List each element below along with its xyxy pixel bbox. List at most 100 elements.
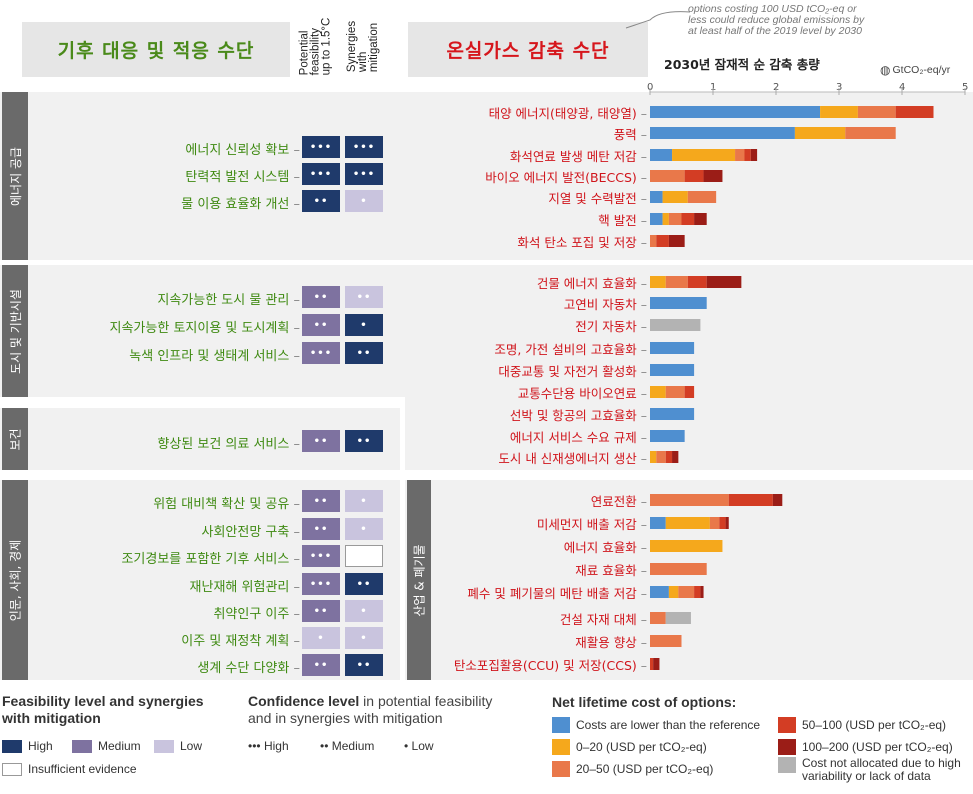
mitigation-option-label: 화석연료 발생 메탄 저감 – xyxy=(509,149,647,164)
mitigation-option-label: 대중교통 및 자전거 활성화 – xyxy=(498,364,647,379)
mitigation-option-label: 폐수 및 폐기물의 메탄 배출 저감 – xyxy=(467,586,647,601)
mitigation-option-label: 조명, 가전 설비의 고효율화 – xyxy=(494,342,647,357)
legend-cost-na: Cost not allocated due to high variabilit… xyxy=(778,757,961,783)
legend-confidence-title: Confidence level in potential feasibilit… xyxy=(248,693,493,726)
bar-segment-100-200 xyxy=(750,149,758,161)
bar-segment-20-50 xyxy=(656,451,666,463)
mitigation-option-label: 전기 자동차 – xyxy=(575,319,647,334)
bar-segment-100-200 xyxy=(772,494,783,506)
mitigation-option-label: 도시 내 신재생에너지 생산 – xyxy=(498,451,647,466)
mitigation-option-label: 연료전환 – xyxy=(590,494,647,509)
section-label-energy: 에너지 공급 xyxy=(2,92,28,260)
adaptation-option-label: 향상된 보건 의료 서비스 – xyxy=(157,437,300,452)
bar-segment-100-200 xyxy=(672,451,679,463)
adaptation-option-label: 생계 수단 다양화 – xyxy=(197,661,300,676)
mitigation-option-label: 미세먼지 배출 저감 – xyxy=(536,517,647,532)
legend-cost-100-200: 100–200 (USD per tCO₂-eq) xyxy=(778,739,953,755)
bar-segment-50-100 xyxy=(684,170,704,182)
mitigation-option-label: 재료 효율화 – xyxy=(575,563,647,578)
feasibility-cell: • xyxy=(302,627,340,649)
bar-segment-20-50 xyxy=(735,149,745,161)
legend-cost-title: Net lifetime cost of options: xyxy=(552,694,737,710)
feasibility-cell: •• xyxy=(302,654,340,676)
adaptation-option-label: 물 이용 효율화 개선 – xyxy=(181,197,300,212)
mitigation-option-label: 고연비 자동차 – xyxy=(563,297,647,312)
section-label-socioeconomic: 인문, 사회, 경제 xyxy=(2,480,28,680)
legend-confidence-medium: •• Medium xyxy=(320,739,375,753)
legend-cost-50-100: 50–100 (USD per tCO₂-eq) xyxy=(778,717,946,733)
mitigation-option-label: 건설 자재 대체 – xyxy=(559,612,647,627)
mitigation-option-label: 지열 및 수력발전 – xyxy=(548,191,647,206)
bar-segment-50-100 xyxy=(895,106,934,118)
bar-segment-50-100 xyxy=(650,658,654,670)
chart-title: 2030년 잠재적 순 감축 총량 xyxy=(664,57,820,72)
legend-confidence-high: ••• High xyxy=(248,739,289,753)
synergy-cell: • xyxy=(345,190,383,212)
bar-segment-50-100 xyxy=(694,586,701,598)
adaptation-option-label: 지속가능한 토지이용 및 도시계획 – xyxy=(109,321,300,336)
bar-segment-lower xyxy=(650,127,795,139)
mitigation-option-label: 핵 발전 – xyxy=(598,213,647,228)
synergy-cell: • xyxy=(345,490,383,512)
legend-feasibility-title: Feasibility level and synergies with miti… xyxy=(2,693,204,726)
adaptation-option-label: 이주 및 재정착 계획 – xyxy=(181,634,300,649)
bar-segment-50-100 xyxy=(728,494,773,506)
legend-medium: Medium xyxy=(72,739,141,753)
feasibility-cell: ••• xyxy=(302,163,340,185)
section-label-industry: 산업 & 폐기물 xyxy=(407,480,431,680)
bar-segment-0-20 xyxy=(820,106,858,118)
bar-segment-20-50 xyxy=(665,386,685,398)
annotation-leader-line xyxy=(625,11,691,29)
bar-segment-0-20 xyxy=(662,213,669,225)
adaptation-option-label: 위험 대비책 확산 및 공유 – xyxy=(153,497,300,512)
legend-confidence-low: • Low xyxy=(404,739,434,753)
bar-segment-lower xyxy=(650,106,821,118)
synergy-cell xyxy=(345,545,383,567)
synergy-cell: • xyxy=(345,518,383,540)
bar-segment-na xyxy=(665,612,691,624)
bar-segment-na xyxy=(650,319,701,331)
legend-cost-20-50: 20–50 (USD per tCO₂-eq) xyxy=(552,761,713,777)
synergy-cell: • xyxy=(345,627,383,649)
feasibility-cell: •• xyxy=(302,314,340,336)
bar-segment-20-50 xyxy=(650,563,707,575)
bar-segment-0-20 xyxy=(650,540,723,552)
bar-segment-50-100 xyxy=(719,517,726,529)
cost-annotation: options costing 100 USD tCO₂-eq or less … xyxy=(688,3,865,37)
bar-segment-50-100 xyxy=(744,149,751,161)
bar-segment-0-20 xyxy=(650,386,666,398)
synergy-cell: •• xyxy=(345,573,383,595)
adaptation-option-label: 녹색 인프라 및 생태계 서비스 – xyxy=(129,349,300,364)
bar-segment-20-50 xyxy=(665,276,688,288)
bar-segment-100-200 xyxy=(703,170,723,182)
x-tick-label: 2 xyxy=(773,82,780,93)
bar-segment-20-50 xyxy=(678,586,695,598)
legend-cost-lower: Costs are lower than the reference xyxy=(552,717,760,733)
x-tick-label: 5 xyxy=(962,82,969,93)
x-tick-label: 1 xyxy=(710,82,717,93)
bar-segment-lower xyxy=(650,430,685,442)
x-tick-label: 0 xyxy=(647,82,654,93)
industry-waste-panel xyxy=(405,480,973,680)
bar-segment-100-200 xyxy=(725,517,729,529)
bar-segment-50-100 xyxy=(681,213,695,225)
legend-low: Low xyxy=(154,739,202,753)
feasibility-cell: ••• xyxy=(302,545,340,567)
feasibility-cell: •• xyxy=(302,430,340,452)
bar-segment-20-50 xyxy=(650,170,685,182)
bar-segment-0-20 xyxy=(665,517,710,529)
bar-segment-lower xyxy=(650,408,695,420)
synergy-cell: •• xyxy=(345,342,383,364)
synergy-cell: ••• xyxy=(345,136,383,158)
bar-segment-0-20 xyxy=(672,149,736,161)
feasibility-cell: •• xyxy=(302,286,340,308)
bar-segment-20-50 xyxy=(687,191,717,203)
mitigation-option-label: 에너지 효율화 – xyxy=(563,540,647,555)
synergy-cell: • xyxy=(345,314,383,336)
bar-segment-100-200 xyxy=(653,658,660,670)
legend-insufficient: Insufficient evidence xyxy=(2,762,137,776)
bar-segment-50-100 xyxy=(687,276,707,288)
bar-segment-100-200 xyxy=(706,276,742,288)
bar-segment-20-50 xyxy=(650,494,729,506)
mitigation-option-label: 선박 및 항공의 고효율화 – xyxy=(509,408,647,423)
